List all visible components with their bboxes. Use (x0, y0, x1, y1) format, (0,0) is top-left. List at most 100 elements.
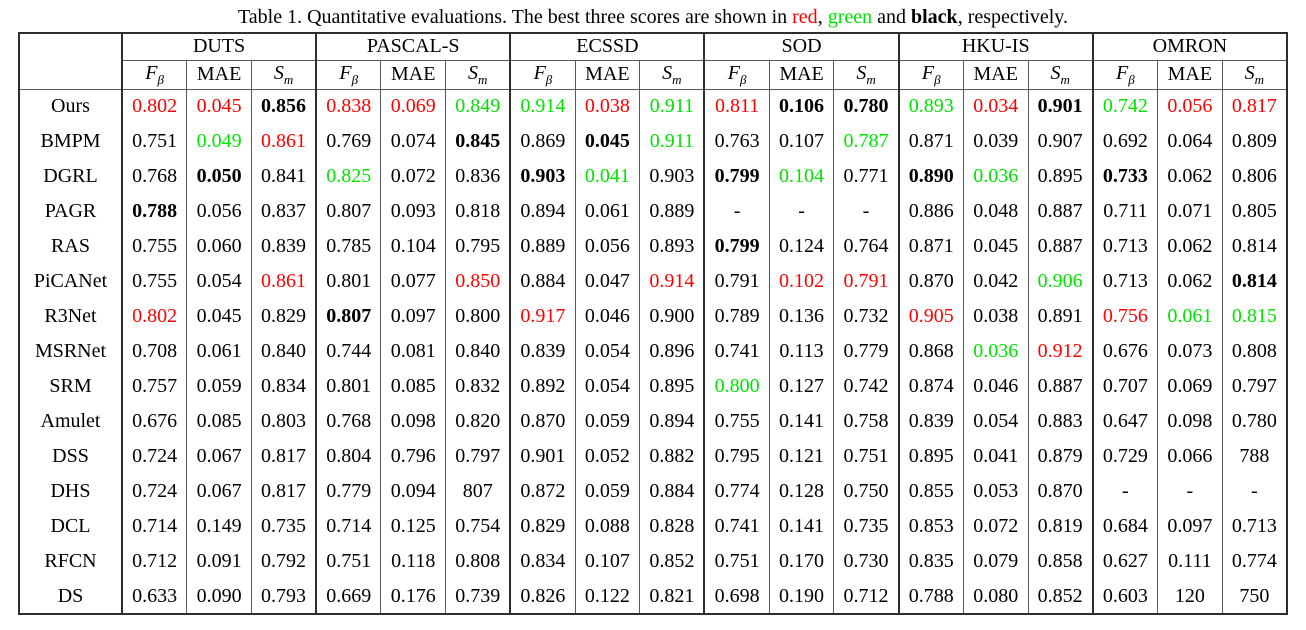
method-label-bmpm: BMPM (40, 130, 101, 152)
score-cell: 0.141 (768, 404, 834, 439)
score-cell: 0.780 (833, 89, 899, 124)
score-cell: 0.069 (380, 89, 446, 124)
score-cell: 0.711 (1091, 194, 1158, 229)
score-cell: 0.056 (1157, 89, 1223, 124)
score-cell: 0.829 (250, 299, 317, 334)
metric-symbol: S (468, 61, 478, 84)
score-cell: 0.121 (768, 439, 834, 474)
score-cell: 0.059 (186, 369, 252, 404)
method-label-dgrl: DGRL (43, 165, 98, 187)
score-cell: 0.047 (574, 264, 640, 299)
metric-symbol: S (662, 61, 673, 84)
score-cell: 750 (1221, 579, 1287, 614)
metric-symbol: S (856, 61, 867, 84)
score-cell: 0.839 (250, 229, 317, 264)
score-cell: 0.127 (768, 369, 834, 404)
score-cell: 0.807 (315, 299, 381, 334)
table-row-ras: RAS 0.755 0.060 0.839 0.785 0.104 0.795 0.889 0.… (19, 229, 1287, 264)
metric-header-fβ: Fβ (1091, 60, 1158, 90)
score-cell: 0.056 (574, 229, 640, 264)
score-cell: 0.800 (445, 299, 511, 334)
score-cell: 0.871 (897, 229, 964, 264)
score-cell: 0.807 (315, 194, 381, 229)
score-cell: 0.088 (574, 509, 640, 544)
score-cell: 0.870 (1027, 474, 1093, 509)
score-cell: 0.836 (445, 159, 511, 194)
score-cell: 0.633 (121, 579, 187, 614)
score-cell: 0.818 (445, 194, 511, 229)
method-label-srm: SRM (49, 375, 92, 397)
score-cell: 0.870 (509, 404, 576, 439)
method-label-dss: DSS (52, 445, 89, 467)
score-cell: 0.852 (639, 544, 705, 579)
metric-symbol: F (1116, 61, 1129, 84)
score-cell: 0.850 (445, 264, 511, 299)
metric-header-mae: MAE (1157, 60, 1223, 90)
method-label-dhs: DHS (50, 480, 91, 502)
score-cell: 0.901 (1027, 89, 1093, 124)
score-cell: 0.769 (315, 124, 381, 159)
score-cell: 0.054 (574, 369, 640, 404)
score-cell: 0.045 (186, 89, 252, 124)
table-row-dss: DSS 0.724 0.067 0.817 0.804 0.796 0.797 0.901 0.… (19, 439, 1287, 474)
table-caption: Table 1. Quantitative evaluations. The b… (0, 0, 1306, 30)
metric-subscript: m (866, 71, 876, 87)
score-cell: 0.754 (445, 509, 511, 544)
score-cell: 0.190 (768, 579, 834, 614)
score-cell: 0.149 (186, 509, 252, 544)
score-cell: 0.755 (703, 404, 770, 439)
score-cell: 0.787 (833, 124, 899, 159)
table-row-msrnet: MSRNet 0.708 0.061 0.840 0.744 0.081 0.840 0.83… (19, 334, 1287, 369)
score-cell: 0.903 (639, 159, 705, 194)
score-cell: 0.091 (186, 544, 252, 579)
score-cell: 788 (1221, 439, 1287, 474)
score-cell: 0.820 (445, 404, 511, 439)
score-cell: 0.797 (445, 439, 511, 474)
score-cell: 0.061 (1157, 299, 1223, 334)
score-cell: 0.780 (1221, 404, 1287, 439)
score-cell: 0.176 (380, 579, 446, 614)
score-cell: 0.714 (121, 509, 187, 544)
score-cell: 0.038 (574, 89, 640, 124)
score-cell: 0.799 (703, 229, 770, 264)
score-cell: 0.729 (1091, 439, 1158, 474)
score-cell: 0.056 (186, 194, 252, 229)
metric-symbol: F (533, 61, 546, 84)
score-cell: 0.062 (1157, 159, 1223, 194)
method-label-msrnet: MSRNet (34, 340, 107, 362)
score-cell: 0.785 (315, 229, 381, 264)
score-cell: 0.102 (768, 264, 834, 299)
dataset-header-omron: OMRON (1091, 33, 1287, 61)
score-cell: 0.751 (833, 439, 899, 474)
score-cell: 0.912 (1027, 334, 1093, 369)
score-cell: 0.118 (380, 544, 446, 579)
metric-symbol: MAE (391, 63, 436, 85)
table-row-amulet: Amulet 0.676 0.085 0.803 0.768 0.098 0.820 0.87… (19, 404, 1287, 439)
table-row-srm: SRM 0.757 0.059 0.834 0.801 0.085 0.832 0.892 0.… (19, 369, 1287, 404)
score-cell: 0.900 (639, 299, 705, 334)
score-cell: 0.071 (1157, 194, 1223, 229)
score-cell: 0.707 (1091, 369, 1158, 404)
score-cell: 0.821 (639, 579, 705, 614)
score-cell: 0.107 (768, 124, 834, 159)
score-cell: 0.869 (509, 124, 576, 159)
score-cell: 0.856 (250, 89, 317, 124)
caption-keyword-green: green (827, 6, 873, 28)
score-cell: 0.036 (962, 334, 1029, 369)
score-cell: 0.887 (1027, 369, 1093, 404)
score-cell: 0.894 (509, 194, 576, 229)
score-cell: 0.817 (250, 439, 317, 474)
dataset-header-hku-is: HKU-IS (897, 33, 1093, 61)
score-cell: 0.872 (509, 474, 576, 509)
dataset-header-ecssd: ECSSD (509, 33, 705, 61)
metric-symbol: MAE (585, 63, 630, 85)
score-cell: 0.038 (962, 299, 1029, 334)
metric-symbol: S (1244, 61, 1255, 84)
score-cell: 0.647 (1091, 404, 1158, 439)
score-cell: 0.692 (1091, 124, 1158, 159)
score-cell: 0.097 (380, 299, 446, 334)
score-cell: 0.741 (703, 334, 770, 369)
score-cell: 0.751 (121, 124, 187, 159)
score-cell: 0.841 (250, 159, 317, 194)
score-cell: 0.828 (639, 509, 705, 544)
